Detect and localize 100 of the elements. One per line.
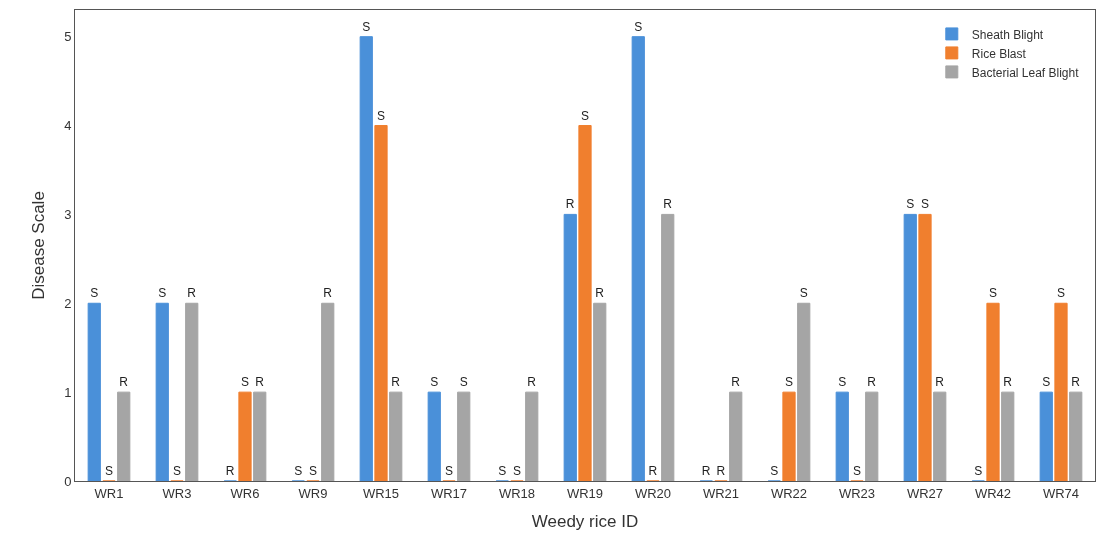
bar [729,391,743,481]
data-label: S [104,464,114,478]
bar [631,36,645,481]
data-label: R [595,286,605,301]
bar [321,302,335,481]
bar [593,302,607,481]
bar [1054,302,1068,481]
data-label: S [988,286,998,301]
data-label: S [294,464,303,478]
data-label: S [799,286,808,301]
data-label: S [838,375,847,390]
data-label: R [716,464,726,478]
data-label: R [867,375,877,390]
x-tick-label: WR20 [634,485,672,501]
data-label: S [512,464,522,478]
bar [427,391,441,481]
bar [865,391,879,481]
data-label: S [158,286,167,301]
bar [155,302,169,481]
x-tick-label: WR22 [770,485,808,501]
bar [1039,391,1053,481]
data-label: S [634,19,643,34]
data-label: S [784,375,794,390]
x-tick-label: WR9 [298,485,328,501]
data-label: R [1071,375,1081,390]
bar [782,391,796,481]
data-label: R [187,286,197,301]
data-label: R [119,375,129,390]
data-label: S [906,197,915,212]
data-label: R [225,464,235,478]
bar [903,213,917,481]
bar [797,302,811,481]
data-label: S [444,464,454,478]
legend-label: Sheath Blight [971,27,1044,42]
bar [933,391,947,481]
bar [389,391,403,481]
data-label: R [391,375,401,390]
data-label: S [852,464,862,478]
data-label: R [701,464,711,478]
x-tick-label: WR27 [906,485,944,501]
legend-label: Bacterial Leaf Blight [971,65,1080,80]
legend-label: Rice Blast [971,46,1027,61]
x-tick-label: WR42 [974,485,1012,501]
y-tick-label: 1 [64,384,72,400]
data-label: R [1003,375,1013,390]
bar [563,213,577,481]
x-tick-label: WR21 [702,485,740,501]
bar [117,391,131,481]
bar [457,391,471,481]
y-tick-label: 0 [64,473,72,489]
data-label: R [731,375,741,390]
bar [185,302,199,481]
bar [1001,391,1015,481]
x-tick-label: WR1 [94,485,124,501]
data-label: S [1042,375,1051,390]
data-label: S [308,464,318,478]
data-label: S [974,464,983,478]
data-label: R [255,375,265,390]
data-label: R [323,286,333,301]
y-tick-label: 3 [64,206,72,222]
data-label: S [498,464,507,478]
x-tick-label: WR18 [498,485,536,501]
bar [253,391,267,481]
bar [359,36,373,481]
data-label: R [565,197,575,212]
bar [918,213,932,481]
bar [238,391,252,481]
data-label: S [240,375,250,390]
bar [578,125,592,481]
bar [986,302,1000,481]
data-label: S [770,464,779,478]
bar [525,391,539,481]
data-label: S [172,464,182,478]
data-label: S [920,197,930,212]
x-axis-title: Weedy rice ID [531,512,639,531]
data-label: S [459,375,468,390]
bar [87,302,101,481]
data-label: R [648,464,658,478]
x-tick-label: WR74 [1042,485,1080,501]
x-tick-label: WR19 [566,485,604,501]
bar [374,125,388,481]
x-tick-label: WR15 [362,485,400,501]
data-label: S [580,108,590,123]
bar [1069,391,1083,481]
data-label: R [527,375,537,390]
y-axis-title: Disease Scale [28,191,48,300]
data-label: S [376,108,386,123]
x-tick-label: WR17 [430,485,468,501]
y-tick-label: 4 [64,118,72,134]
x-tick-label: WR3 [162,485,192,501]
x-tick-label: WR6 [230,485,260,501]
data-label: S [430,375,439,390]
data-label: S [1056,286,1066,301]
data-label: R [935,375,945,390]
data-label: R [663,197,673,212]
bar [661,213,675,481]
y-tick-label: 2 [64,295,72,311]
data-label: S [362,19,371,34]
x-tick-label: WR23 [838,485,876,501]
data-label: S [90,286,99,301]
